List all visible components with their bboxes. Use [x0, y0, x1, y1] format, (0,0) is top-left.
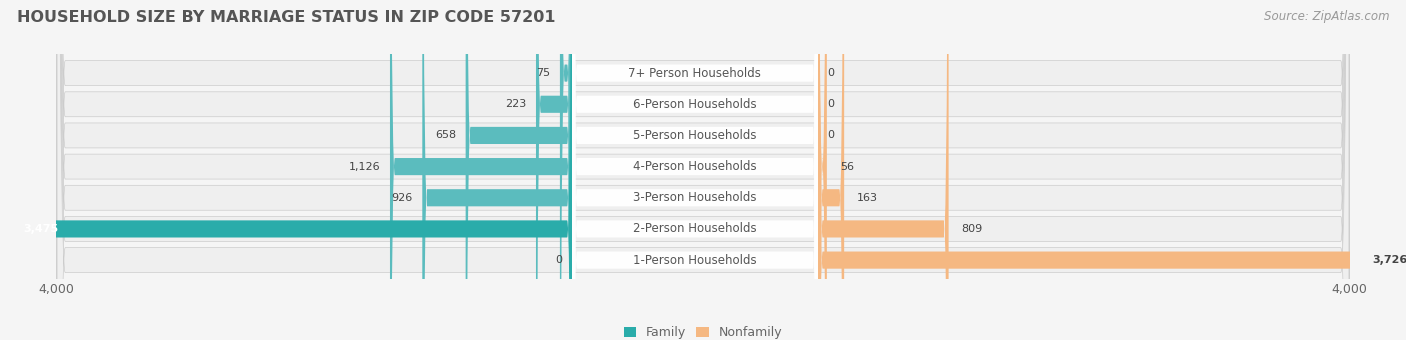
FancyBboxPatch shape	[10, 0, 572, 340]
Text: 4-Person Households: 4-Person Households	[633, 160, 756, 173]
FancyBboxPatch shape	[572, 0, 818, 340]
FancyBboxPatch shape	[389, 0, 572, 340]
FancyBboxPatch shape	[572, 0, 818, 340]
Text: 3-Person Households: 3-Person Households	[633, 191, 756, 204]
Text: 658: 658	[434, 131, 456, 140]
Text: 0: 0	[828, 68, 835, 78]
Text: 3,726: 3,726	[1372, 255, 1406, 265]
FancyBboxPatch shape	[818, 0, 827, 340]
Text: HOUSEHOLD SIZE BY MARRIAGE STATUS IN ZIP CODE 57201: HOUSEHOLD SIZE BY MARRIAGE STATUS IN ZIP…	[17, 10, 555, 25]
FancyBboxPatch shape	[572, 0, 818, 340]
FancyBboxPatch shape	[818, 0, 1406, 340]
Text: 2-Person Households: 2-Person Households	[633, 222, 756, 235]
FancyBboxPatch shape	[58, 0, 1348, 340]
Text: 0: 0	[555, 255, 562, 265]
Legend: Family, Nonfamily: Family, Nonfamily	[619, 321, 787, 340]
Text: 163: 163	[858, 193, 879, 203]
Text: 926: 926	[391, 193, 412, 203]
FancyBboxPatch shape	[422, 0, 572, 340]
Text: 7+ Person Households: 7+ Person Households	[628, 67, 762, 80]
Text: 1-Person Households: 1-Person Households	[633, 254, 756, 267]
Text: 5-Person Households: 5-Person Households	[633, 129, 756, 142]
Text: 0: 0	[828, 131, 835, 140]
FancyBboxPatch shape	[58, 0, 1348, 340]
FancyBboxPatch shape	[572, 0, 818, 340]
Text: 0: 0	[828, 99, 835, 109]
Text: 809: 809	[962, 224, 983, 234]
Text: 56: 56	[839, 162, 853, 172]
FancyBboxPatch shape	[58, 0, 1348, 340]
FancyBboxPatch shape	[58, 0, 1348, 340]
FancyBboxPatch shape	[536, 0, 572, 340]
FancyBboxPatch shape	[572, 0, 818, 340]
FancyBboxPatch shape	[818, 0, 949, 340]
FancyBboxPatch shape	[465, 0, 572, 340]
Text: Source: ZipAtlas.com: Source: ZipAtlas.com	[1264, 10, 1389, 23]
Text: 1,126: 1,126	[349, 162, 380, 172]
FancyBboxPatch shape	[58, 0, 1348, 340]
FancyBboxPatch shape	[58, 0, 1348, 340]
Text: 6-Person Households: 6-Person Households	[633, 98, 756, 111]
FancyBboxPatch shape	[572, 0, 818, 340]
Text: 75: 75	[536, 68, 550, 78]
FancyBboxPatch shape	[58, 0, 1348, 340]
Text: 3,475: 3,475	[22, 224, 58, 234]
Text: 223: 223	[505, 99, 526, 109]
FancyBboxPatch shape	[818, 0, 844, 340]
FancyBboxPatch shape	[560, 0, 572, 340]
FancyBboxPatch shape	[572, 0, 818, 340]
